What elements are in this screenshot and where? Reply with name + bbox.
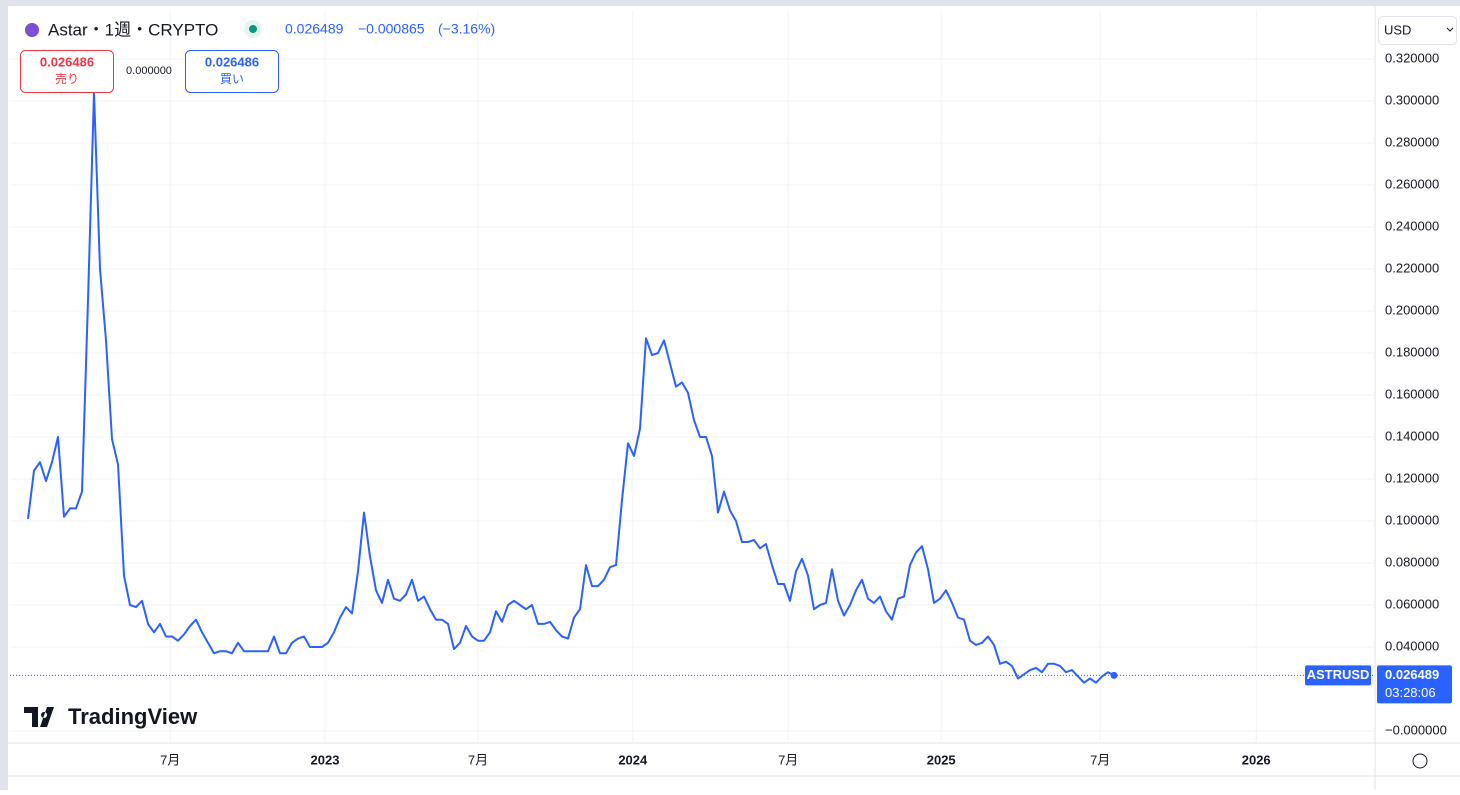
symbol-tag (1305, 665, 1371, 686)
buy-price[interactable]: 0.026486 (205, 54, 259, 69)
currency-select[interactable] (1378, 16, 1457, 45)
price-tag (1377, 665, 1452, 704)
logo-mark (24, 707, 54, 727)
last-price: 0.026489 (285, 21, 344, 37)
y-tick-label: 0.280000 (1385, 134, 1439, 149)
y-tick-label: 0.320000 (1385, 50, 1439, 65)
x-tick-label: 2023 (311, 752, 340, 767)
y-tick-label: 0.180000 (1385, 344, 1439, 359)
y-tick-label: 0.160000 (1385, 386, 1439, 401)
symbol-icon (25, 23, 39, 37)
y-tick-label: 0.100000 (1385, 512, 1439, 527)
x-tick-label: 7月 (468, 752, 488, 767)
countdown: 03:28:06 (1385, 685, 1436, 700)
last-point (1110, 671, 1118, 679)
logo-text: TradingView (68, 704, 198, 729)
x-tick-label: 7月 (1090, 752, 1110, 767)
symbol-tag-label: ASTRUSD (1307, 667, 1370, 682)
status-dot (249, 25, 257, 33)
y-tick-label: 0.200000 (1385, 302, 1439, 317)
y-tick-label: 0.040000 (1385, 638, 1439, 653)
y-tick-label: 0.060000 (1385, 596, 1439, 611)
spread: 0.000000 (126, 65, 172, 77)
y-tick-label: 0.120000 (1385, 470, 1439, 485)
x-tick-label: 2026 (1242, 752, 1271, 767)
x-tick-label: 2025 (927, 752, 956, 767)
left-border (0, 6, 8, 790)
x-tick-label: 2024 (618, 752, 648, 767)
settings-icon[interactable] (1412, 753, 1428, 769)
y-tick-label: 0.140000 (1385, 428, 1439, 443)
price-change: −0.000865 (358, 21, 425, 37)
sell-label[interactable]: 売り (55, 71, 79, 86)
price-change-pct: (−3.16%) (438, 21, 495, 37)
y-tick-label: 0.080000 (1385, 554, 1439, 569)
sell-button[interactable] (20, 50, 114, 93)
y-tick-label: 0.300000 (1385, 92, 1439, 107)
y-tick-label: −0.000000 (1385, 722, 1447, 737)
top-border (0, 0, 1460, 6)
symbol-title: Astar・1週・CRYPTO (48, 20, 218, 39)
buy-label[interactable]: 買い (220, 72, 244, 86)
buy-button[interactable] (185, 50, 279, 93)
x-tick-label: 7月 (160, 752, 180, 767)
price-line (27, 91, 1115, 684)
y-tick-label: 0.220000 (1385, 260, 1439, 275)
y-tick-label: 0.260000 (1385, 176, 1439, 191)
dropdown-arrow (1446, 27, 1454, 32)
y-tick-label: 0.240000 (1385, 218, 1439, 233)
currency[interactable]: USD (1384, 22, 1411, 37)
x-tick-label: 7月 (778, 752, 798, 767)
sell-price[interactable]: 0.026486 (40, 54, 94, 69)
price-tag-label: 0.026489 (1385, 667, 1439, 682)
logo: TradingView (24, 704, 198, 729)
